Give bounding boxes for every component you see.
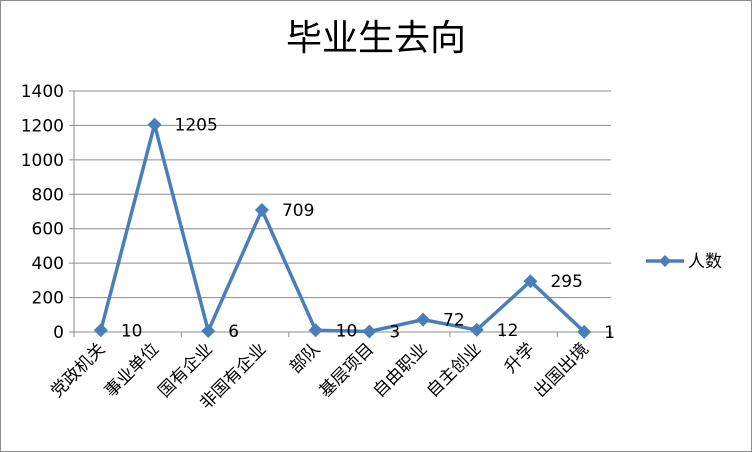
- data-label: 10: [121, 321, 143, 341]
- gridlines: [74, 90, 611, 299]
- x-tick-label: 升学: [501, 339, 539, 377]
- y-tick-label: 1000: [21, 151, 64, 171]
- y-tick-label: 1400: [21, 82, 64, 102]
- data-point: [147, 117, 162, 132]
- data-label: 709: [282, 201, 314, 221]
- data-label: 72: [443, 311, 465, 331]
- data-label: 6: [228, 322, 239, 342]
- data-label: 3: [389, 322, 400, 342]
- x-tick-label: 出国出境: [530, 339, 592, 401]
- data-labels: 10 1205 6 709 10 3 72 12 295 1: [121, 116, 615, 343]
- y-tick-label: 0: [53, 323, 64, 343]
- data-point: [201, 323, 216, 338]
- legend-marker: [659, 255, 671, 267]
- chart-title: 毕业生去向: [285, 18, 466, 59]
- data-point: [254, 202, 269, 217]
- data-label: 295: [550, 272, 582, 292]
- data-point: [577, 324, 592, 339]
- data-point: [469, 322, 484, 337]
- data-point: [416, 312, 431, 327]
- x-tick-label: 自主创业: [423, 339, 485, 401]
- data-label: 1: [604, 323, 615, 343]
- data-label: 12: [497, 321, 519, 341]
- legend-label: 人数: [688, 252, 722, 272]
- x-tick-label: 部队: [286, 339, 324, 377]
- y-tick-label: 600: [32, 220, 64, 240]
- data-point: [523, 274, 538, 289]
- x-tick-label: 自由职业: [369, 339, 431, 401]
- axes: [69, 90, 612, 337]
- y-tick-labels: 0 200 400 600 800 1000 1200 1400: [21, 82, 64, 343]
- y-tick-label: 800: [32, 185, 64, 205]
- data-point: [308, 323, 323, 338]
- y-tick-label: 1200: [21, 116, 64, 136]
- y-tick-label: 200: [32, 289, 64, 309]
- series: [93, 117, 592, 339]
- x-tick-label: 事业单位: [101, 339, 163, 401]
- data-label: 1205: [175, 116, 218, 136]
- data-label: 10: [336, 321, 358, 341]
- data-point: [362, 324, 377, 339]
- y-tick-label: 400: [32, 254, 64, 274]
- x-tick-label: 基层项目: [316, 339, 378, 401]
- x-tick-label: 党政机关: [47, 339, 109, 401]
- series-line: [99, 122, 586, 334]
- legend: 人数: [646, 252, 722, 272]
- data-point: [93, 323, 108, 338]
